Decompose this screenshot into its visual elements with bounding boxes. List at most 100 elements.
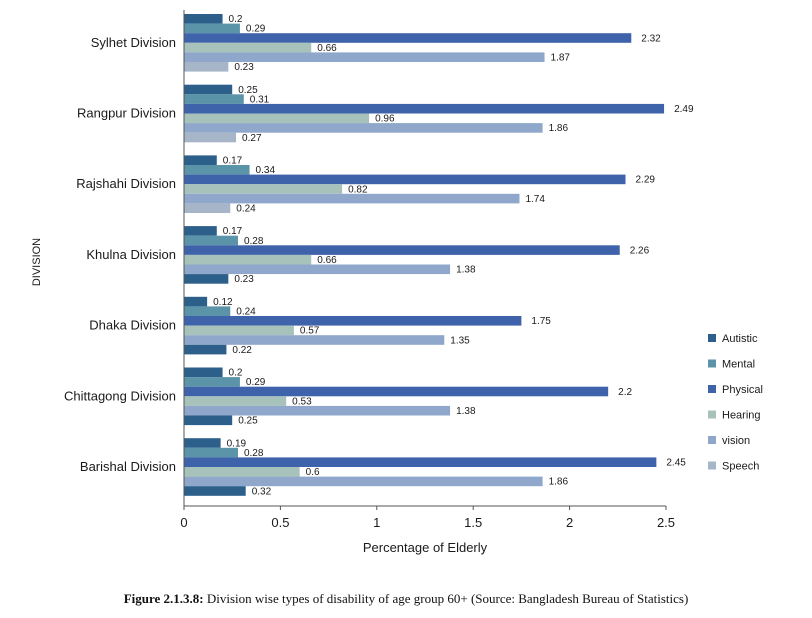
- data-label-dhaka-division-vision: 1.35: [450, 335, 470, 346]
- x-axis: 0 0.5 1 1.5 2 2.5: [180, 505, 675, 530]
- data-label-barishal-division-physical: 2.45: [666, 458, 686, 469]
- legend-swatch-autistic: [708, 334, 716, 342]
- data-label-rangpur-division-hearing: 0.96: [375, 114, 395, 125]
- bar-rangpur-division-physical: [184, 103, 665, 114]
- bar-rangpur-division-mental: [184, 94, 244, 104]
- data-label-chittagong-division-mental: 0.29: [246, 377, 266, 388]
- bar-sylhet-division-vision: [184, 52, 545, 62]
- bar-barishal-division-hearing: [184, 467, 300, 477]
- category-label-dhaka-division: Dhaka Division: [89, 318, 176, 333]
- x-axis-title: Percentage of Elderly: [363, 540, 488, 555]
- data-label-dhaka-division-speech: 0.22: [232, 345, 252, 356]
- data-label-dhaka-division-physical: 1.75: [531, 316, 551, 327]
- bar-barishal-division-speech: [184, 486, 246, 496]
- category-label-khulna-division: Khulna Division: [86, 247, 176, 262]
- bar-chittagong-division-autistic: [184, 367, 223, 378]
- data-label-khulna-division-physical: 2.26: [630, 245, 650, 256]
- bar-rajshahi-division-speech: [184, 203, 231, 213]
- bar-khulna-division-physical: [184, 245, 620, 255]
- data-label-dhaka-division-mental: 0.24: [236, 307, 256, 318]
- bar-sylhet-division-autistic: [184, 14, 223, 24]
- figure-caption-label: Figure 2.1.3.8:: [123, 591, 204, 606]
- bar-khulna-division-speech: [184, 274, 229, 284]
- category-label-rajshahi-division: Rajshahi Division: [76, 176, 176, 191]
- category-label-sylhet-division: Sylhet Division: [91, 35, 176, 50]
- category-labels: Sylhet Division Rangpur Division Rajshahi …: [64, 35, 176, 474]
- legend-label-mental: Mental: [722, 359, 755, 371]
- data-label-khulna-division-hearing: 0.66: [317, 255, 337, 266]
- data-label-dhaka-division-autistic: 0.12: [213, 297, 233, 308]
- data-label-rajshahi-division-mental: 0.34: [256, 165, 276, 176]
- x-tick-label-1: 1: [373, 515, 380, 530]
- bar-khulna-division-hearing: [184, 254, 312, 265]
- bar-barishal-division-mental: [184, 447, 238, 458]
- data-label-barishal-division-hearing: 0.6: [306, 467, 320, 478]
- bar-dhaka-division-mental: [184, 306, 231, 316]
- bar-sylhet-division-hearing: [184, 42, 312, 53]
- bar-rangpur-division-speech: [184, 132, 237, 143]
- bar-dhaka-division-hearing: [184, 325, 294, 336]
- data-label-rajshahi-division-autistic: 0.17: [223, 156, 243, 167]
- category-label-rangpur-division: Rangpur Division: [77, 106, 176, 121]
- bar-barishal-division-physical: [184, 457, 657, 467]
- bar-sylhet-division-speech: [184, 62, 229, 72]
- data-label-barishal-division-vision: 1.86: [549, 477, 569, 488]
- data-label-barishal-division-autistic: 0.19: [227, 438, 247, 449]
- data-label-khulna-division-vision: 1.38: [456, 265, 476, 276]
- x-tick-label-1-5: 1.5: [464, 515, 482, 530]
- data-label-barishal-division-mental: 0.28: [244, 448, 264, 459]
- data-label-rangpur-division-autistic: 0.25: [238, 85, 258, 96]
- bar-rajshahi-division-mental: [184, 165, 250, 175]
- data-label-sylhet-division-autistic: 0.2: [229, 14, 243, 25]
- figure-caption-text: Division wise types of disability of age…: [206, 591, 689, 606]
- data-label-chittagong-division-physical: 2.2: [618, 387, 632, 398]
- legend-label-speech: Speech: [722, 461, 759, 473]
- bar-khulna-division-vision: [184, 264, 451, 275]
- bar-chittagong-division-speech: [184, 415, 233, 426]
- bar-dhaka-division-vision: [184, 335, 445, 345]
- category-label-chittagong-division: Chittagong Division: [64, 388, 176, 403]
- bar-barishal-division-vision: [184, 476, 543, 487]
- bar-dhaka-division-speech: [184, 344, 227, 355]
- bar-rajshahi-division-vision: [184, 193, 520, 204]
- x-tick-label-2: 2: [566, 515, 573, 530]
- bar-dhaka-division-autistic: [184, 296, 208, 307]
- bar-rajshahi-division-autistic: [184, 155, 217, 165]
- data-label-chittagong-division-hearing: 0.53: [292, 396, 312, 407]
- bar-rajshahi-division-physical: [184, 174, 626, 185]
- data-label-rajshahi-division-vision: 1.74: [525, 194, 545, 205]
- bar-rajshahi-division-hearing: [184, 184, 343, 194]
- x-tick-label-0: 0: [180, 515, 187, 530]
- bar-rangpur-division-vision: [184, 123, 543, 133]
- data-labels: 0.20.292.320.661.870.230.250.312.490.961…: [213, 14, 694, 497]
- legend-swatch-speech: [708, 461, 716, 470]
- legend: Autistic Mental Physical Hearing vision Speec…: [708, 333, 763, 473]
- bar-dhaka-division-physical: [184, 316, 522, 326]
- data-label-khulna-division-mental: 0.28: [244, 236, 264, 247]
- data-label-rangpur-division-physical: 2.49: [674, 104, 694, 115]
- data-label-khulna-division-speech: 0.23: [234, 274, 254, 285]
- data-label-rajshahi-division-hearing: 0.82: [348, 184, 368, 195]
- bar-khulna-division-autistic: [184, 226, 217, 236]
- data-label-sylhet-division-speech: 0.23: [234, 62, 254, 73]
- data-label-sylhet-division-physical: 2.32: [641, 33, 661, 44]
- legend-label-autistic: Autistic: [722, 333, 758, 345]
- data-label-rajshahi-division-speech: 0.24: [236, 204, 256, 215]
- bar-barishal-division-autistic: [184, 438, 221, 448]
- legend-swatch-physical: [708, 385, 716, 393]
- y-axis-title: DIVISION: [31, 238, 43, 286]
- legend-label-vision: vision: [722, 435, 750, 447]
- bar-chittagong-division-vision: [184, 405, 451, 416]
- data-label-sylhet-division-hearing: 0.66: [317, 43, 337, 54]
- figure-caption: Figure 2.1.3.8: Division wise types of d…: [0, 591, 812, 607]
- bar-chart: 0.20.292.320.661.870.230.250.312.490.961…: [31, 10, 763, 555]
- data-label-khulna-division-autistic: 0.17: [223, 226, 243, 237]
- legend-swatch-vision: [708, 436, 716, 444]
- chart-bars: [184, 14, 665, 496]
- x-tick-label-2-5: 2.5: [657, 515, 675, 530]
- category-label-barishal-division: Barishal Division: [80, 459, 176, 474]
- bar-chittagong-division-physical: [184, 386, 609, 397]
- legend-label-physical: Physical: [722, 384, 763, 396]
- data-label-sylhet-division-vision: 1.87: [551, 53, 571, 64]
- data-label-chittagong-division-speech: 0.25: [238, 416, 258, 427]
